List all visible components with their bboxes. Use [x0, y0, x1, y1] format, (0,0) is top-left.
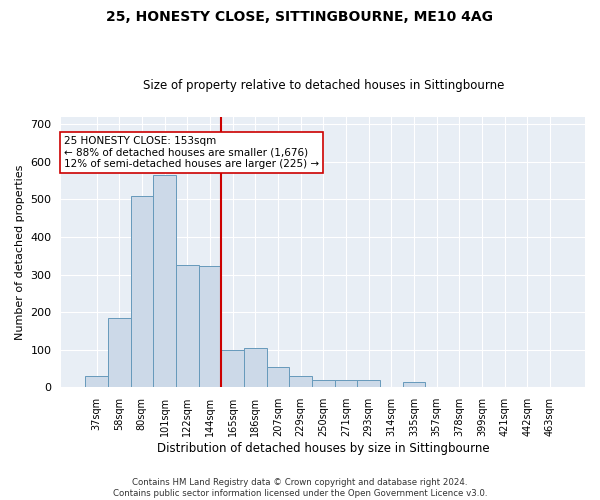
Bar [85, 376, 108, 388]
Bar [199, 266, 221, 388]
X-axis label: Distribution of detached houses by size in Sittingbourne: Distribution of detached houses by size … [157, 442, 490, 455]
Bar [244, 348, 266, 388]
Bar [131, 196, 153, 388]
Bar [153, 175, 176, 388]
Text: 25 HONESTY CLOSE: 153sqm
← 88% of detached houses are smaller (1,676)
12% of sem: 25 HONESTY CLOSE: 153sqm ← 88% of detach… [64, 136, 319, 169]
Bar [221, 350, 244, 388]
Title: Size of property relative to detached houses in Sittingbourne: Size of property relative to detached ho… [143, 79, 504, 92]
Bar [289, 376, 312, 388]
Bar [403, 382, 425, 388]
Bar [357, 380, 380, 388]
Bar [312, 380, 335, 388]
Y-axis label: Number of detached properties: Number of detached properties [15, 164, 25, 340]
Bar [266, 366, 289, 388]
Bar [108, 318, 131, 388]
Text: Contains HM Land Registry data © Crown copyright and database right 2024.
Contai: Contains HM Land Registry data © Crown c… [113, 478, 487, 498]
Text: 25, HONESTY CLOSE, SITTINGBOURNE, ME10 4AG: 25, HONESTY CLOSE, SITTINGBOURNE, ME10 4… [107, 10, 493, 24]
Bar [176, 265, 199, 388]
Bar [335, 380, 357, 388]
